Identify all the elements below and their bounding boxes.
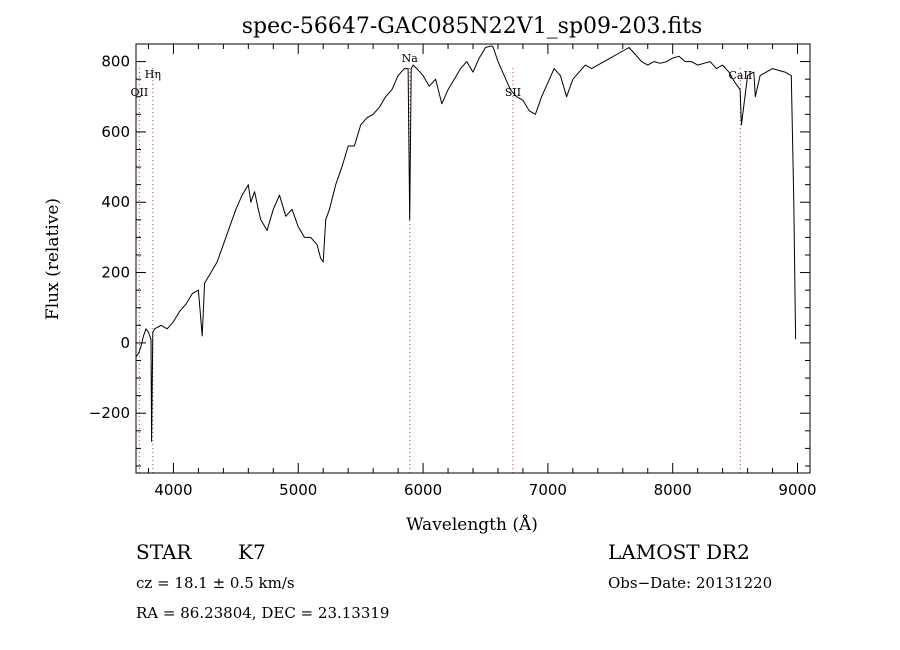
- line-label-1: Hη: [145, 68, 161, 81]
- obs-date-text: Obs−Date: 20131220: [608, 574, 773, 592]
- spectrum-chart: spec-56647-GAC085N22V1_sp09-203.fits OII…: [43, 14, 817, 535]
- y-tick-label: 0: [120, 334, 130, 352]
- coordinates-text: RA = 86.23804, DEC = 23.13319: [136, 604, 390, 622]
- survey-name: LAMOST DR2: [608, 540, 750, 564]
- y-tick-label: 400: [101, 193, 130, 211]
- plot-frame: [135, 43, 811, 474]
- redshift-text: cz = 18.1 ± 0.5 km/s: [136, 574, 295, 592]
- y-tick-label: 800: [101, 53, 130, 71]
- x-axis-label: Wavelength (Å): [406, 514, 538, 535]
- spectrum-line-0: [135, 45, 797, 442]
- x-tick-label: 7000: [529, 481, 567, 499]
- y-axis-label: Flux (relative): [43, 198, 63, 320]
- line-label-2: Na: [402, 52, 419, 65]
- y-tick-label: 200: [101, 264, 130, 282]
- x-tick-label: 4000: [154, 481, 192, 499]
- x-tick-label: 8000: [654, 481, 692, 499]
- line-label-4: CaII: [729, 69, 753, 82]
- x-tick-label: 9000: [778, 481, 816, 499]
- x-tick-label: 6000: [404, 481, 442, 499]
- subclass: K7: [238, 540, 266, 564]
- line-label-0: OII: [131, 86, 149, 99]
- chart-title: spec-56647-GAC085N22V1_sp09-203.fits: [242, 14, 703, 39]
- object-class: STAR: [136, 540, 192, 564]
- x-tick-label: 5000: [279, 481, 317, 499]
- y-tick-label: −200: [89, 404, 130, 422]
- y-tick-label: 600: [101, 123, 130, 141]
